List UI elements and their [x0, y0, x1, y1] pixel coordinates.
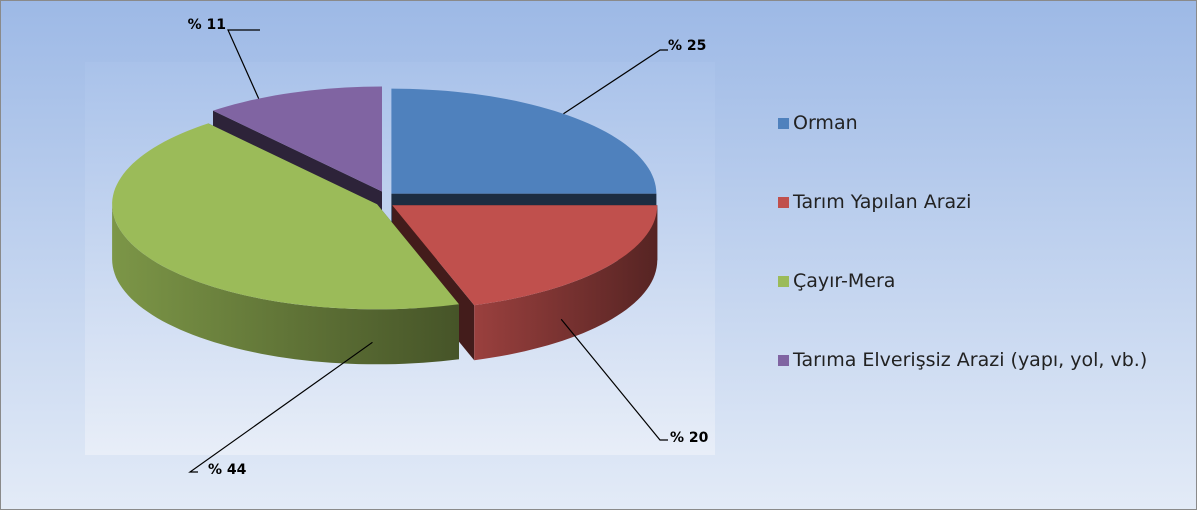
- legend-item: Çayır-Mera: [778, 270, 1178, 349]
- data-label: % 20: [670, 430, 709, 446]
- data-label: % 11: [188, 17, 226, 33]
- slice: [112, 123, 459, 310]
- legend: Orman Tarım Yapılan Arazi Çayır-Mera Tarıma…: [778, 112, 1178, 428]
- legend-label: Çayır-Mera: [793, 270, 896, 292]
- data-label: % 44: [208, 462, 247, 478]
- legend-item: Orman: [778, 112, 1178, 191]
- legend-item: Tarım Yapılan Arazi: [778, 191, 1178, 270]
- leader-line: [560, 318, 668, 441]
- slice: [392, 205, 658, 306]
- leader-line: [563, 49, 668, 115]
- legend-label: Orman: [793, 112, 858, 134]
- slice-rim: [474, 205, 658, 361]
- legend-label: Tarıma Elverişsiz Arazi (yapı, yol, vb.): [793, 349, 1148, 371]
- legend-swatch: [778, 118, 789, 129]
- slice: [391, 88, 657, 194]
- legend-swatch: [778, 197, 789, 208]
- data-label: % 25: [668, 38, 706, 54]
- legend-swatch: [778, 276, 789, 287]
- legend-label: Tarım Yapılan Arazi: [793, 191, 972, 213]
- legend-swatch: [778, 355, 789, 366]
- leader-line: [227, 29, 260, 99]
- slice-rim: [112, 204, 459, 365]
- legend-item: Tarıma Elverişsiz Arazi (yapı, yol, vb.): [778, 349, 1178, 428]
- slice: [213, 86, 382, 192]
- leader-line: [188, 341, 373, 473]
